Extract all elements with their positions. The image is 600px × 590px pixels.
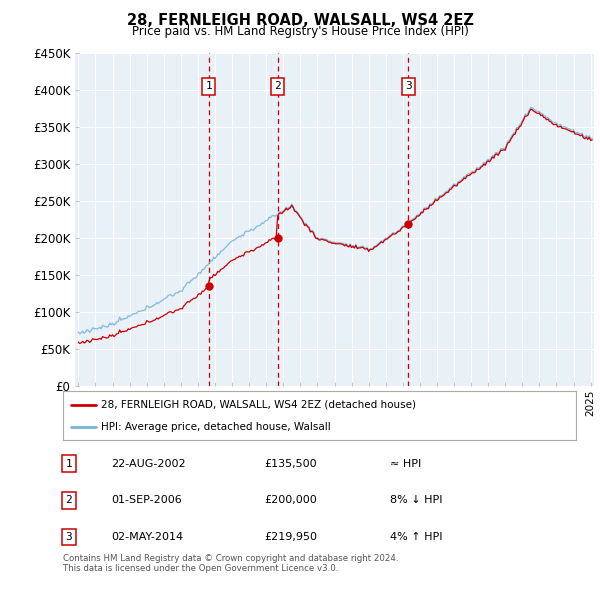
Text: 01-SEP-2006: 01-SEP-2006 <box>111 496 182 505</box>
Text: HPI: Average price, detached house, Walsall: HPI: Average price, detached house, Wals… <box>101 422 331 432</box>
Text: 1: 1 <box>65 459 73 468</box>
Text: 2: 2 <box>274 81 281 91</box>
Text: 3: 3 <box>405 81 412 91</box>
Text: 1: 1 <box>205 81 212 91</box>
Text: 28, FERNLEIGH ROAD, WALSALL, WS4 2EZ (detached house): 28, FERNLEIGH ROAD, WALSALL, WS4 2EZ (de… <box>101 399 416 409</box>
Text: 22-AUG-2002: 22-AUG-2002 <box>111 459 185 468</box>
Text: 4% ↑ HPI: 4% ↑ HPI <box>390 532 443 542</box>
Text: £200,000: £200,000 <box>264 496 317 505</box>
Text: 3: 3 <box>65 532 73 542</box>
Text: 28, FERNLEIGH ROAD, WALSALL, WS4 2EZ: 28, FERNLEIGH ROAD, WALSALL, WS4 2EZ <box>127 13 473 28</box>
Text: Contains HM Land Registry data © Crown copyright and database right 2024.
This d: Contains HM Land Registry data © Crown c… <box>63 554 398 573</box>
Text: £135,500: £135,500 <box>264 459 317 468</box>
Text: 8% ↓ HPI: 8% ↓ HPI <box>390 496 443 505</box>
Text: ≈ HPI: ≈ HPI <box>390 459 421 468</box>
Text: 2: 2 <box>65 496 73 505</box>
Text: Price paid vs. HM Land Registry's House Price Index (HPI): Price paid vs. HM Land Registry's House … <box>131 25 469 38</box>
Text: £219,950: £219,950 <box>264 532 317 542</box>
Text: 02-MAY-2014: 02-MAY-2014 <box>111 532 183 542</box>
